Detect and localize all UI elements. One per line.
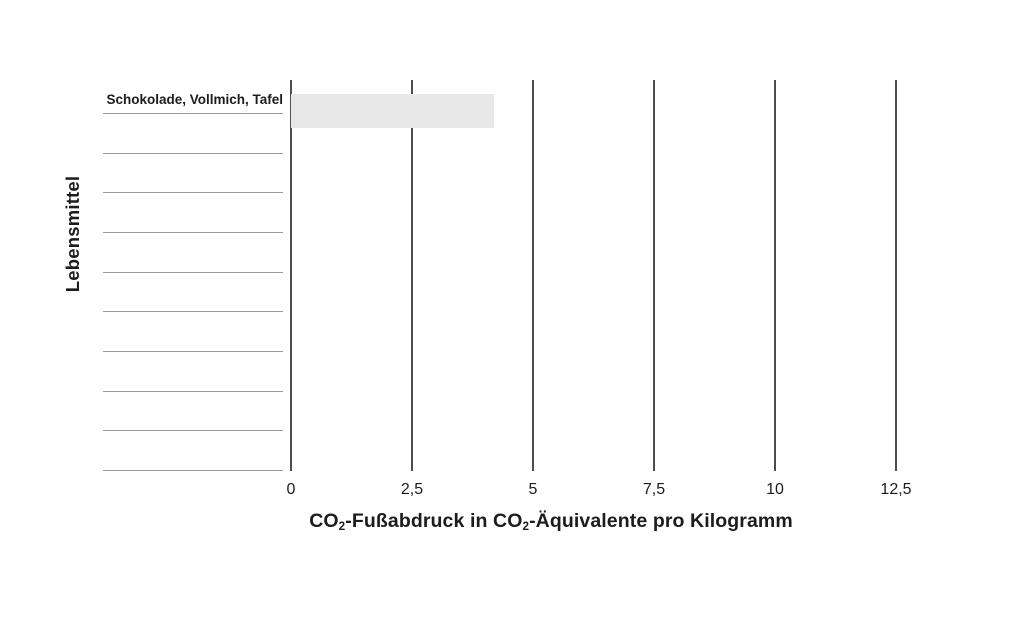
y-axis-title: Lebensmittel xyxy=(62,175,83,293)
category-tick-line xyxy=(103,311,283,313)
x-axis-title: CO2-Fußabdruck in CO2-Äquivalente pro Ki… xyxy=(309,508,793,534)
x-tick-label: 7,5 xyxy=(642,481,666,498)
category-tick-line xyxy=(103,152,283,154)
x-axis-title-text: CO xyxy=(309,510,339,532)
x-axis-title-text: -Äquivalente pro Kilogramm xyxy=(529,510,793,532)
x-tick-label: 2,5 xyxy=(400,481,424,498)
x-axis-title-subscript: 2 xyxy=(522,519,530,533)
category-tick-line xyxy=(103,231,283,233)
gridline xyxy=(653,80,655,471)
gridline xyxy=(290,80,292,471)
category-axis: Schokolade, Vollmich, Tafel xyxy=(103,80,283,471)
category-tick-line xyxy=(103,113,283,114)
category-tick-line xyxy=(103,271,283,273)
x-tick-labels: 0 2,5 5 7,5 10 12,5 xyxy=(287,479,912,501)
gridline xyxy=(895,80,897,471)
bar-0 xyxy=(291,93,495,128)
gridline xyxy=(411,80,413,471)
x-axis-title-subscript: 2 xyxy=(338,519,346,533)
category-tick-line xyxy=(103,469,283,471)
x-tick-label: 5 xyxy=(528,481,538,498)
category-label: Schokolade, Vollmich, Tafel xyxy=(106,92,283,107)
category-tick-line xyxy=(103,390,283,392)
category-tick-line xyxy=(103,192,283,194)
gridline xyxy=(532,80,534,471)
x-tick-label: 12,5 xyxy=(880,481,912,498)
x-tick-label: 0 xyxy=(286,481,296,498)
category-tick-line xyxy=(103,350,283,352)
gridline xyxy=(774,80,776,471)
category-tick-line xyxy=(103,430,283,432)
x-axis-title-text: -Fußabdruck in CO xyxy=(345,510,523,532)
x-tick-label: 10 xyxy=(766,481,784,498)
plot-area xyxy=(290,80,897,471)
